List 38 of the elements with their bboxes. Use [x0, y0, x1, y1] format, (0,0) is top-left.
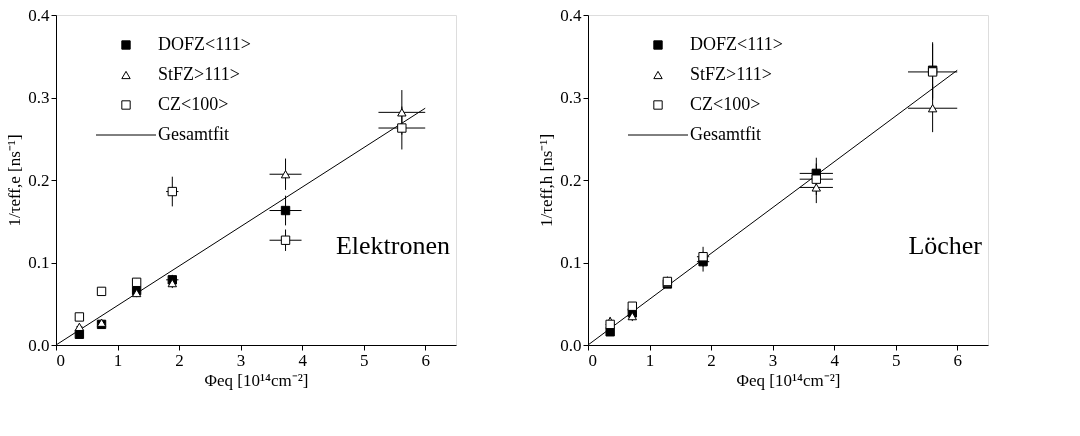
y-tick-label: 0.2 [28, 170, 50, 190]
y-tick-label: 0.4 [28, 5, 50, 25]
legend-label: CZ<100> [158, 94, 229, 114]
legend-label: StFZ>111> [158, 64, 240, 84]
y-tick-label: 0.1 [28, 253, 50, 272]
x-tick-label: 1 [113, 350, 123, 370]
legend-label: DOFZ<111> [690, 34, 783, 54]
x-tick-label: 5 [891, 350, 901, 370]
x-tick-label: 5 [359, 350, 369, 370]
y-axis-title: 1/τeff,e [ns⁻¹] [5, 134, 25, 227]
x-tick-label: 4 [298, 350, 308, 370]
y-tick-label: 0.2 [560, 170, 582, 190]
x-tick-label: 2 [707, 350, 716, 370]
x-tick-label: 1 [645, 350, 655, 370]
x-tick-label: 6 [953, 350, 962, 370]
legend-label: Gesamtfit [690, 124, 761, 144]
x-axis-title: Φeq [10¹⁴cm⁻²] [736, 370, 841, 390]
legend-label: DOFZ<111> [158, 34, 251, 54]
legend-label: CZ<100> [690, 94, 761, 114]
annotation: Löcher [908, 231, 983, 260]
x-tick-label: 2 [175, 350, 184, 370]
y-tick-label: 0.3 [28, 88, 50, 107]
x-tick-label: 3 [768, 350, 778, 370]
y-tick-label: 0.0 [560, 335, 582, 355]
legend-label: Gesamtfit [158, 124, 229, 144]
x-tick-label: 0 [588, 350, 597, 370]
x-tick-label: 3 [236, 350, 246, 370]
y-tick-label: 0.4 [560, 5, 582, 25]
y-axis-title: 1/τeff,h [ns⁻¹] [537, 133, 557, 228]
y-tick-label: 0.3 [560, 88, 582, 107]
x-axis-title: Φeq [10¹⁴cm⁻²] [204, 370, 309, 390]
annotation: Elektronen [335, 231, 450, 260]
x-tick-label: 4 [830, 350, 840, 370]
x-tick-label: 0 [56, 350, 65, 370]
y-tick-label: 0.0 [28, 335, 50, 355]
y-tick-label: 0.1 [560, 253, 582, 272]
x-tick-label: 6 [421, 350, 430, 370]
legend-label: StFZ>111> [690, 64, 772, 84]
